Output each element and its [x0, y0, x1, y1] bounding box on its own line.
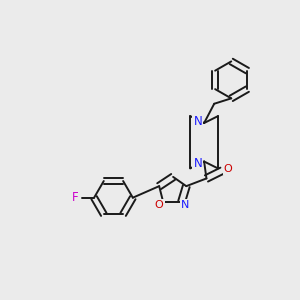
- Text: N: N: [194, 157, 202, 169]
- Text: O: O: [224, 164, 233, 174]
- Text: N: N: [181, 200, 190, 210]
- Text: F: F: [72, 191, 79, 204]
- Text: O: O: [155, 200, 164, 210]
- Text: N: N: [194, 115, 202, 128]
